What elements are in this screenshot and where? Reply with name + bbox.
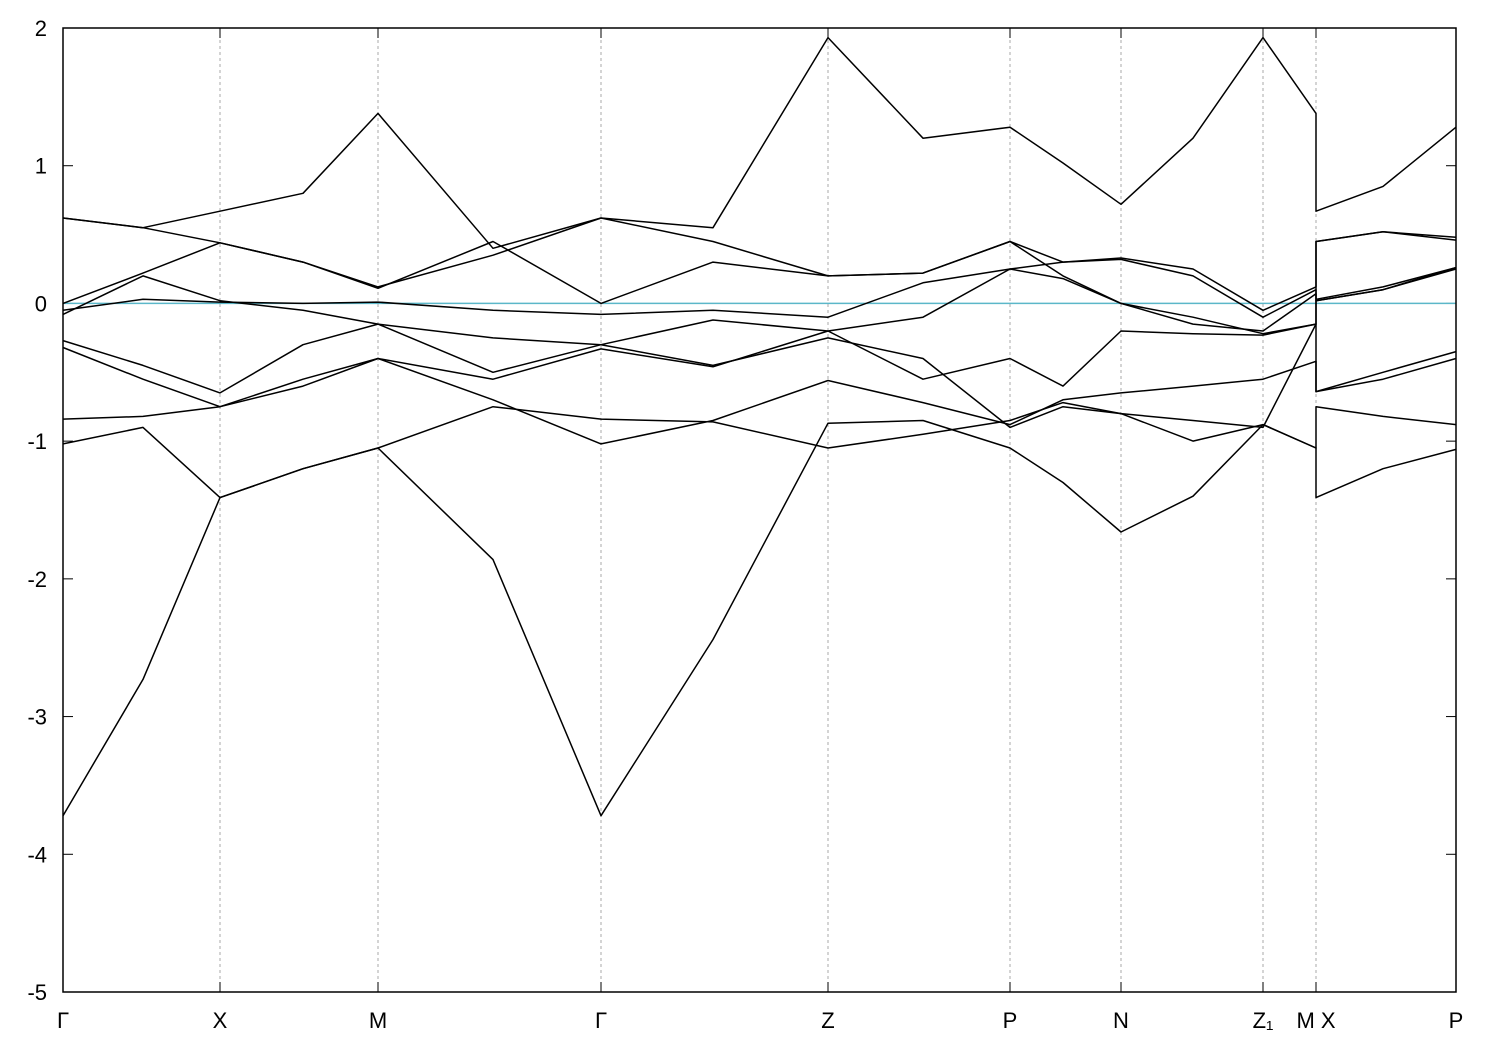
y-tick-label: -1 — [27, 429, 47, 454]
y-tick-label: -5 — [27, 980, 47, 1005]
x-tick-label: M X — [1296, 1008, 1335, 1033]
x-tick-label: Γ — [595, 1008, 607, 1033]
x-tick-label: Z — [821, 1008, 834, 1033]
x-tick-label: Γ — [57, 1008, 69, 1033]
x-tick-label: N — [1113, 1008, 1129, 1033]
x-tick-label: P — [1449, 1008, 1464, 1033]
band-line — [62, 266, 1457, 332]
x-tick-label: X — [213, 1008, 228, 1033]
plot-frame — [62, 27, 1457, 993]
y-tick-label: 1 — [35, 154, 47, 179]
band-line — [62, 217, 1457, 335]
band-line — [62, 258, 1457, 374]
y-tick-label: -3 — [27, 705, 47, 730]
y-tick-label: 2 — [35, 16, 47, 41]
y-tick-label: 0 — [35, 291, 47, 316]
x-tick-label: P — [1003, 1008, 1018, 1033]
y-tick-label: -4 — [27, 842, 47, 867]
x-tick-label: Z₁ — [1253, 1008, 1274, 1033]
band-line — [62, 217, 1457, 312]
band-line — [62, 401, 1457, 499]
band-line — [62, 357, 1457, 445]
y-tick-label: -2 — [27, 567, 47, 592]
band-line — [62, 36, 1457, 250]
band-line — [62, 323, 1457, 408]
x-tick-label: M — [369, 1008, 387, 1033]
